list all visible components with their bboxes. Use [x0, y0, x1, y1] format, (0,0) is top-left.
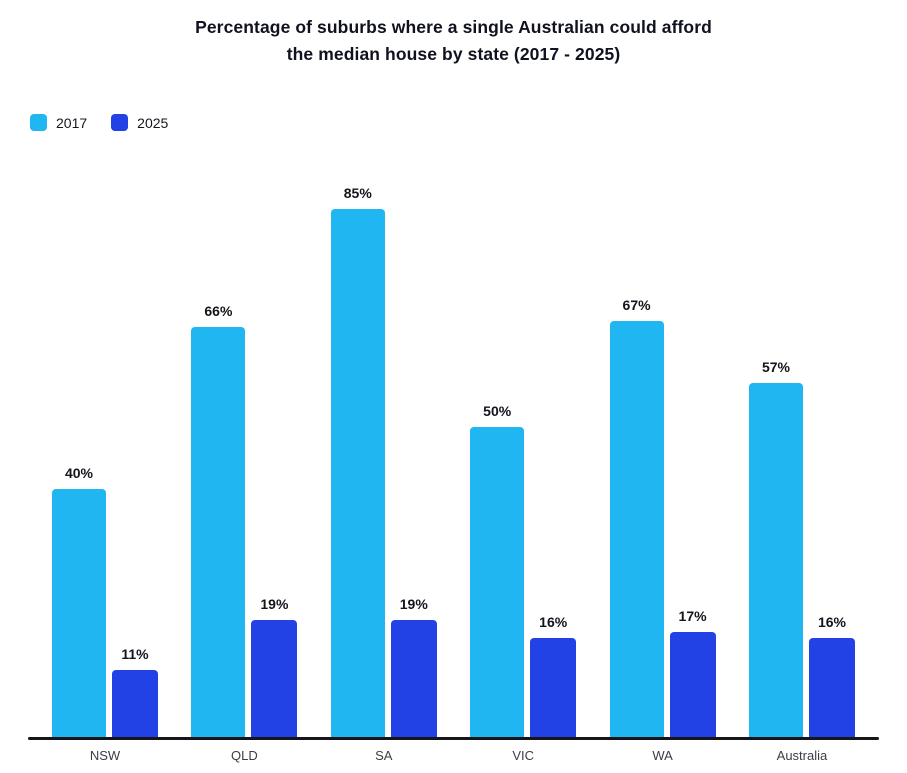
value-label-2017-NSW: 40% — [64, 464, 94, 481]
bar-wrap: 19% — [390, 595, 437, 738]
legend-item-2017: 2017 — [30, 114, 88, 132]
value-label-2025-Australia: 16% — [817, 613, 846, 630]
bar-2017-NSW — [52, 488, 106, 738]
bar-2025-SA — [390, 619, 437, 738]
x-axis-label-SA: SA — [375, 747, 393, 763]
value-label-2017-Australia: 57% — [761, 358, 790, 375]
legend-swatch-icon — [111, 114, 129, 132]
bar-2017-QLD — [191, 326, 246, 738]
bar-wrap: 17% — [669, 607, 716, 738]
value-label-2025-SA: 19% — [399, 595, 428, 612]
value-label-2017-SA: 85% — [343, 184, 372, 201]
bar-wrap: 57% — [748, 358, 803, 738]
bar-groups: 40% 11% NSW 66% 19% QLD 85% 19% SA 50% 16% VIC 67% 17… — [28, 177, 879, 763]
chart-title: Percentage of suburbs where a single Aus… — [195, 17, 712, 65]
bar-chart: 40% 11% NSW 66% 19% QLD 85% 19% SA 50% 16% VIC 67% 17… — [28, 177, 879, 767]
legend-swatch-icon — [30, 114, 47, 132]
bar-wrap: 66% — [191, 302, 246, 738]
bars: 50% 16% — [470, 178, 577, 738]
value-label-2017-VIC: 50% — [483, 402, 512, 419]
bars: 67% 17% — [609, 178, 716, 738]
bar-2025-VIC — [530, 637, 577, 738]
x-axis-label-WA: WA — [652, 747, 673, 763]
bar-group-WA: 67% 17% WA — [609, 178, 716, 764]
bars: 66% 19% — [191, 178, 298, 738]
bar-2017-VIC — [470, 426, 525, 738]
value-label-2025-NSW: 11% — [121, 645, 149, 662]
bar-wrap: 16% — [530, 613, 577, 738]
value-label-2025-WA: 17% — [678, 607, 707, 624]
legend-item-2025: 2025 — [111, 114, 169, 132]
legend: 2017 2025 — [30, 114, 907, 132]
bar-wrap: 40% — [52, 465, 106, 738]
bar-group-Australia: 57% 16% Australia — [748, 178, 855, 764]
bar-group-VIC: 50% 16% VIC — [470, 178, 577, 764]
bar-wrap: 11% — [112, 646, 158, 738]
x-axis-label-Australia: Australia — [776, 747, 828, 763]
bars: 85% 19% — [330, 178, 437, 738]
bar-2025-NSW — [112, 669, 158, 738]
bar-2025-QLD — [251, 619, 298, 738]
value-label-2017-QLD: 66% — [204, 302, 233, 319]
bar-2025-Australia — [808, 637, 855, 738]
bar-group-NSW: 40% 11% NSW — [52, 178, 158, 764]
bar-wrap: 85% — [330, 184, 385, 738]
x-axis-label-QLD: QLD — [231, 747, 258, 763]
bar-wrap: 50% — [470, 402, 525, 738]
bar-group-QLD: 66% 19% QLD — [191, 178, 298, 764]
bar-wrap: 19% — [251, 595, 298, 738]
x-axis-label-NSW: NSW — [89, 747, 121, 763]
bar-group-SA: 85% 19% SA — [330, 178, 437, 764]
bar-wrap: 67% — [609, 296, 664, 738]
bar-2017-WA — [609, 320, 664, 738]
value-label-2017-WA: 67% — [622, 296, 651, 313]
bar-2017-Australia — [748, 382, 803, 738]
bar-2025-WA — [669, 631, 716, 738]
x-axis-line — [28, 737, 879, 741]
bar-2017-SA — [330, 208, 385, 738]
value-label-2025-QLD: 19% — [260, 595, 289, 612]
x-axis-label-VIC: VIC — [512, 747, 534, 763]
value-label-2025-VIC: 16% — [539, 613, 568, 630]
bars: 57% 16% — [748, 178, 855, 738]
legend-label: 2017 — [56, 114, 88, 131]
legend-label: 2025 — [137, 114, 169, 131]
bar-wrap: 16% — [808, 613, 855, 738]
bars: 40% 11% — [52, 178, 158, 738]
